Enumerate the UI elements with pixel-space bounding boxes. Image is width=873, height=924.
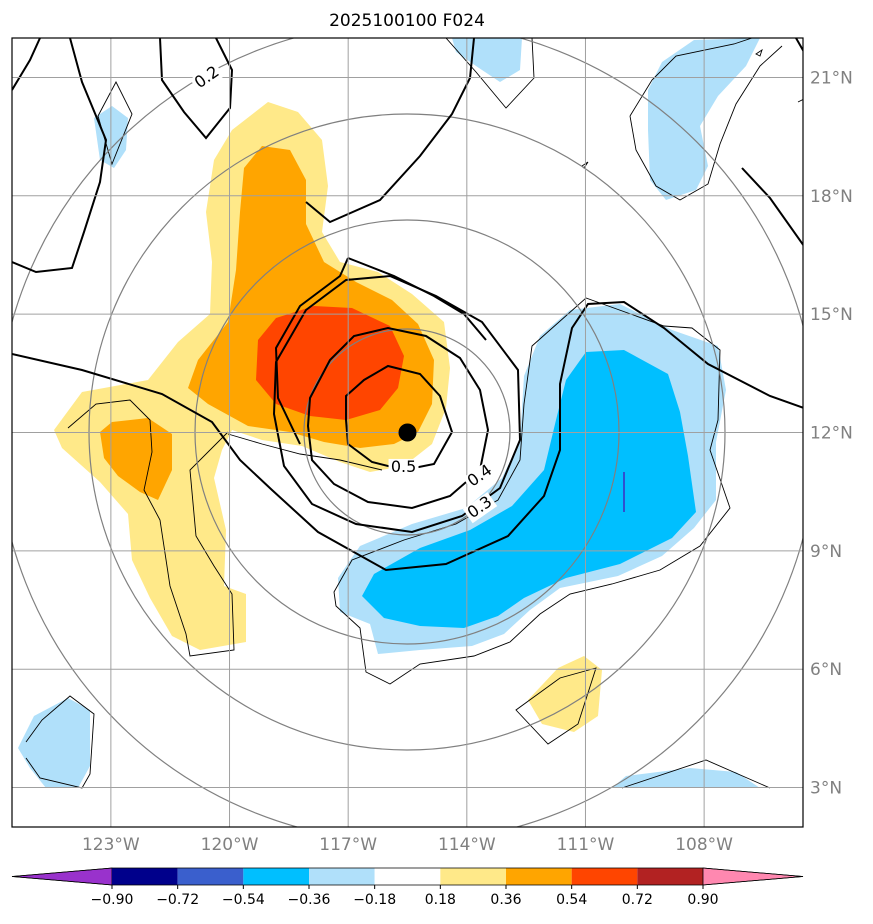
- shade-yellow-se: [528, 656, 602, 732]
- lon-tick-label: 123°W: [82, 835, 140, 855]
- contour-label-bg: [462, 460, 498, 492]
- colorbar-segment: [309, 868, 375, 885]
- colorbar-segment: [177, 868, 244, 885]
- colorbar-segment: [374, 868, 441, 885]
- outline-se: [515, 667, 597, 745]
- outline-ne2: [629, 45, 783, 201]
- lat-tick-label: 21°N: [810, 68, 853, 88]
- outline-top: [445, 38, 535, 109]
- colorbar-segment: [112, 868, 178, 885]
- colorbar-tick-label: −0.36: [288, 892, 331, 908]
- colorbar-tick-label: −0.18: [353, 892, 396, 908]
- thick-contours: [12, 38, 803, 572]
- outline-ne: [629, 38, 753, 117]
- shading-layer: [18, 38, 760, 788]
- colorbar-tick-label: 0.90: [687, 892, 718, 908]
- lat-tick-label: 12°N: [810, 424, 853, 444]
- contour-0.2-e2: [741, 167, 803, 247]
- lat-tick-label: 6°N: [810, 660, 842, 680]
- lon-tick-label: 108°W: [675, 835, 733, 855]
- storm-center-dot: [398, 423, 417, 442]
- lon-tick-label: 120°W: [201, 835, 259, 855]
- lat-tick-label: 3°N: [810, 779, 842, 799]
- colorbar-tick-label: −0.90: [91, 892, 134, 908]
- colorbar-segment: [571, 868, 638, 885]
- lat-tick-label: 9°N: [810, 542, 842, 562]
- lon-tick-label: 111°W: [557, 835, 615, 855]
- colorbar-segment: [243, 868, 309, 885]
- shade-lightblue-s: [612, 768, 760, 788]
- outline-dot3: [797, 98, 803, 103]
- contour-0.2-west: [12, 38, 108, 274]
- outline-blue: [333, 297, 731, 685]
- contour-0.3: [272, 274, 522, 534]
- contour-0.2-ne: [305, 38, 475, 224]
- contour-0.2-top: [347, 257, 487, 341]
- contour-label: 0.5: [391, 457, 416, 476]
- shade-blue-core: [362, 350, 696, 628]
- colorbar-extend-low: [11, 867, 113, 886]
- lat-tick-label: 18°N: [810, 187, 853, 207]
- map-frame: [11, 37, 804, 828]
- contour-label-bg: [462, 492, 498, 524]
- lat-tick-labels: 3°N 6°N 9°N 12°N 15°N 18°N 21°N: [810, 68, 853, 798]
- colorbar-tick-label: −0.54: [222, 892, 265, 908]
- shade-lightblue-top: [452, 38, 522, 82]
- outline-sw: [25, 695, 95, 789]
- chart-title: 2025100100 F024: [329, 11, 485, 31]
- contour-0.5: [345, 364, 454, 472]
- contour-0.2-north: [159, 38, 234, 140]
- colorbar-tick-label: −0.72: [156, 892, 199, 908]
- colorbar-tick-label: 0.36: [490, 892, 521, 908]
- colorbar: −0.90 −0.72 −0.54 −0.36 −0.18 0.18 0.36 0.54 0.7…: [11, 867, 804, 908]
- shade-orange-west: [100, 418, 172, 500]
- lon-tick-label: 114°W: [438, 835, 496, 855]
- map-area: 0.20.5 0.40.3: [12, 38, 803, 827]
- shade-lightblue-sw: [18, 698, 90, 788]
- colorbar-segment: [506, 868, 572, 885]
- contour-0.2-main: [12, 300, 803, 572]
- lon-tick-label: 117°W: [319, 835, 377, 855]
- contour-label-bg: [190, 62, 225, 94]
- contour-0.4: [306, 326, 490, 510]
- lon-tick-labels: 123°W 120°W 117°W 114°W 111°W 108°W: [82, 835, 733, 855]
- colorbar-tick-label: 0.54: [556, 892, 587, 908]
- colorbar-segment: [637, 868, 703, 885]
- graticule: [12, 38, 803, 827]
- contour-label-bg: [388, 458, 419, 476]
- contour-0.2-nw: [12, 38, 41, 91]
- colorbar-extend-high: [702, 867, 804, 886]
- outline-dot2: [755, 48, 763, 57]
- lat-tick-label: 15°N: [810, 305, 853, 325]
- colorbar-segment: [440, 868, 506, 885]
- outline-nw: [97, 81, 133, 166]
- contour-0.2-inner: [274, 257, 349, 445]
- colorbar-tick-label: 0.72: [622, 892, 653, 908]
- colorbar-tick-label: 0.18: [425, 892, 456, 908]
- outline-s: [621, 759, 771, 789]
- outline-center: [227, 433, 383, 471]
